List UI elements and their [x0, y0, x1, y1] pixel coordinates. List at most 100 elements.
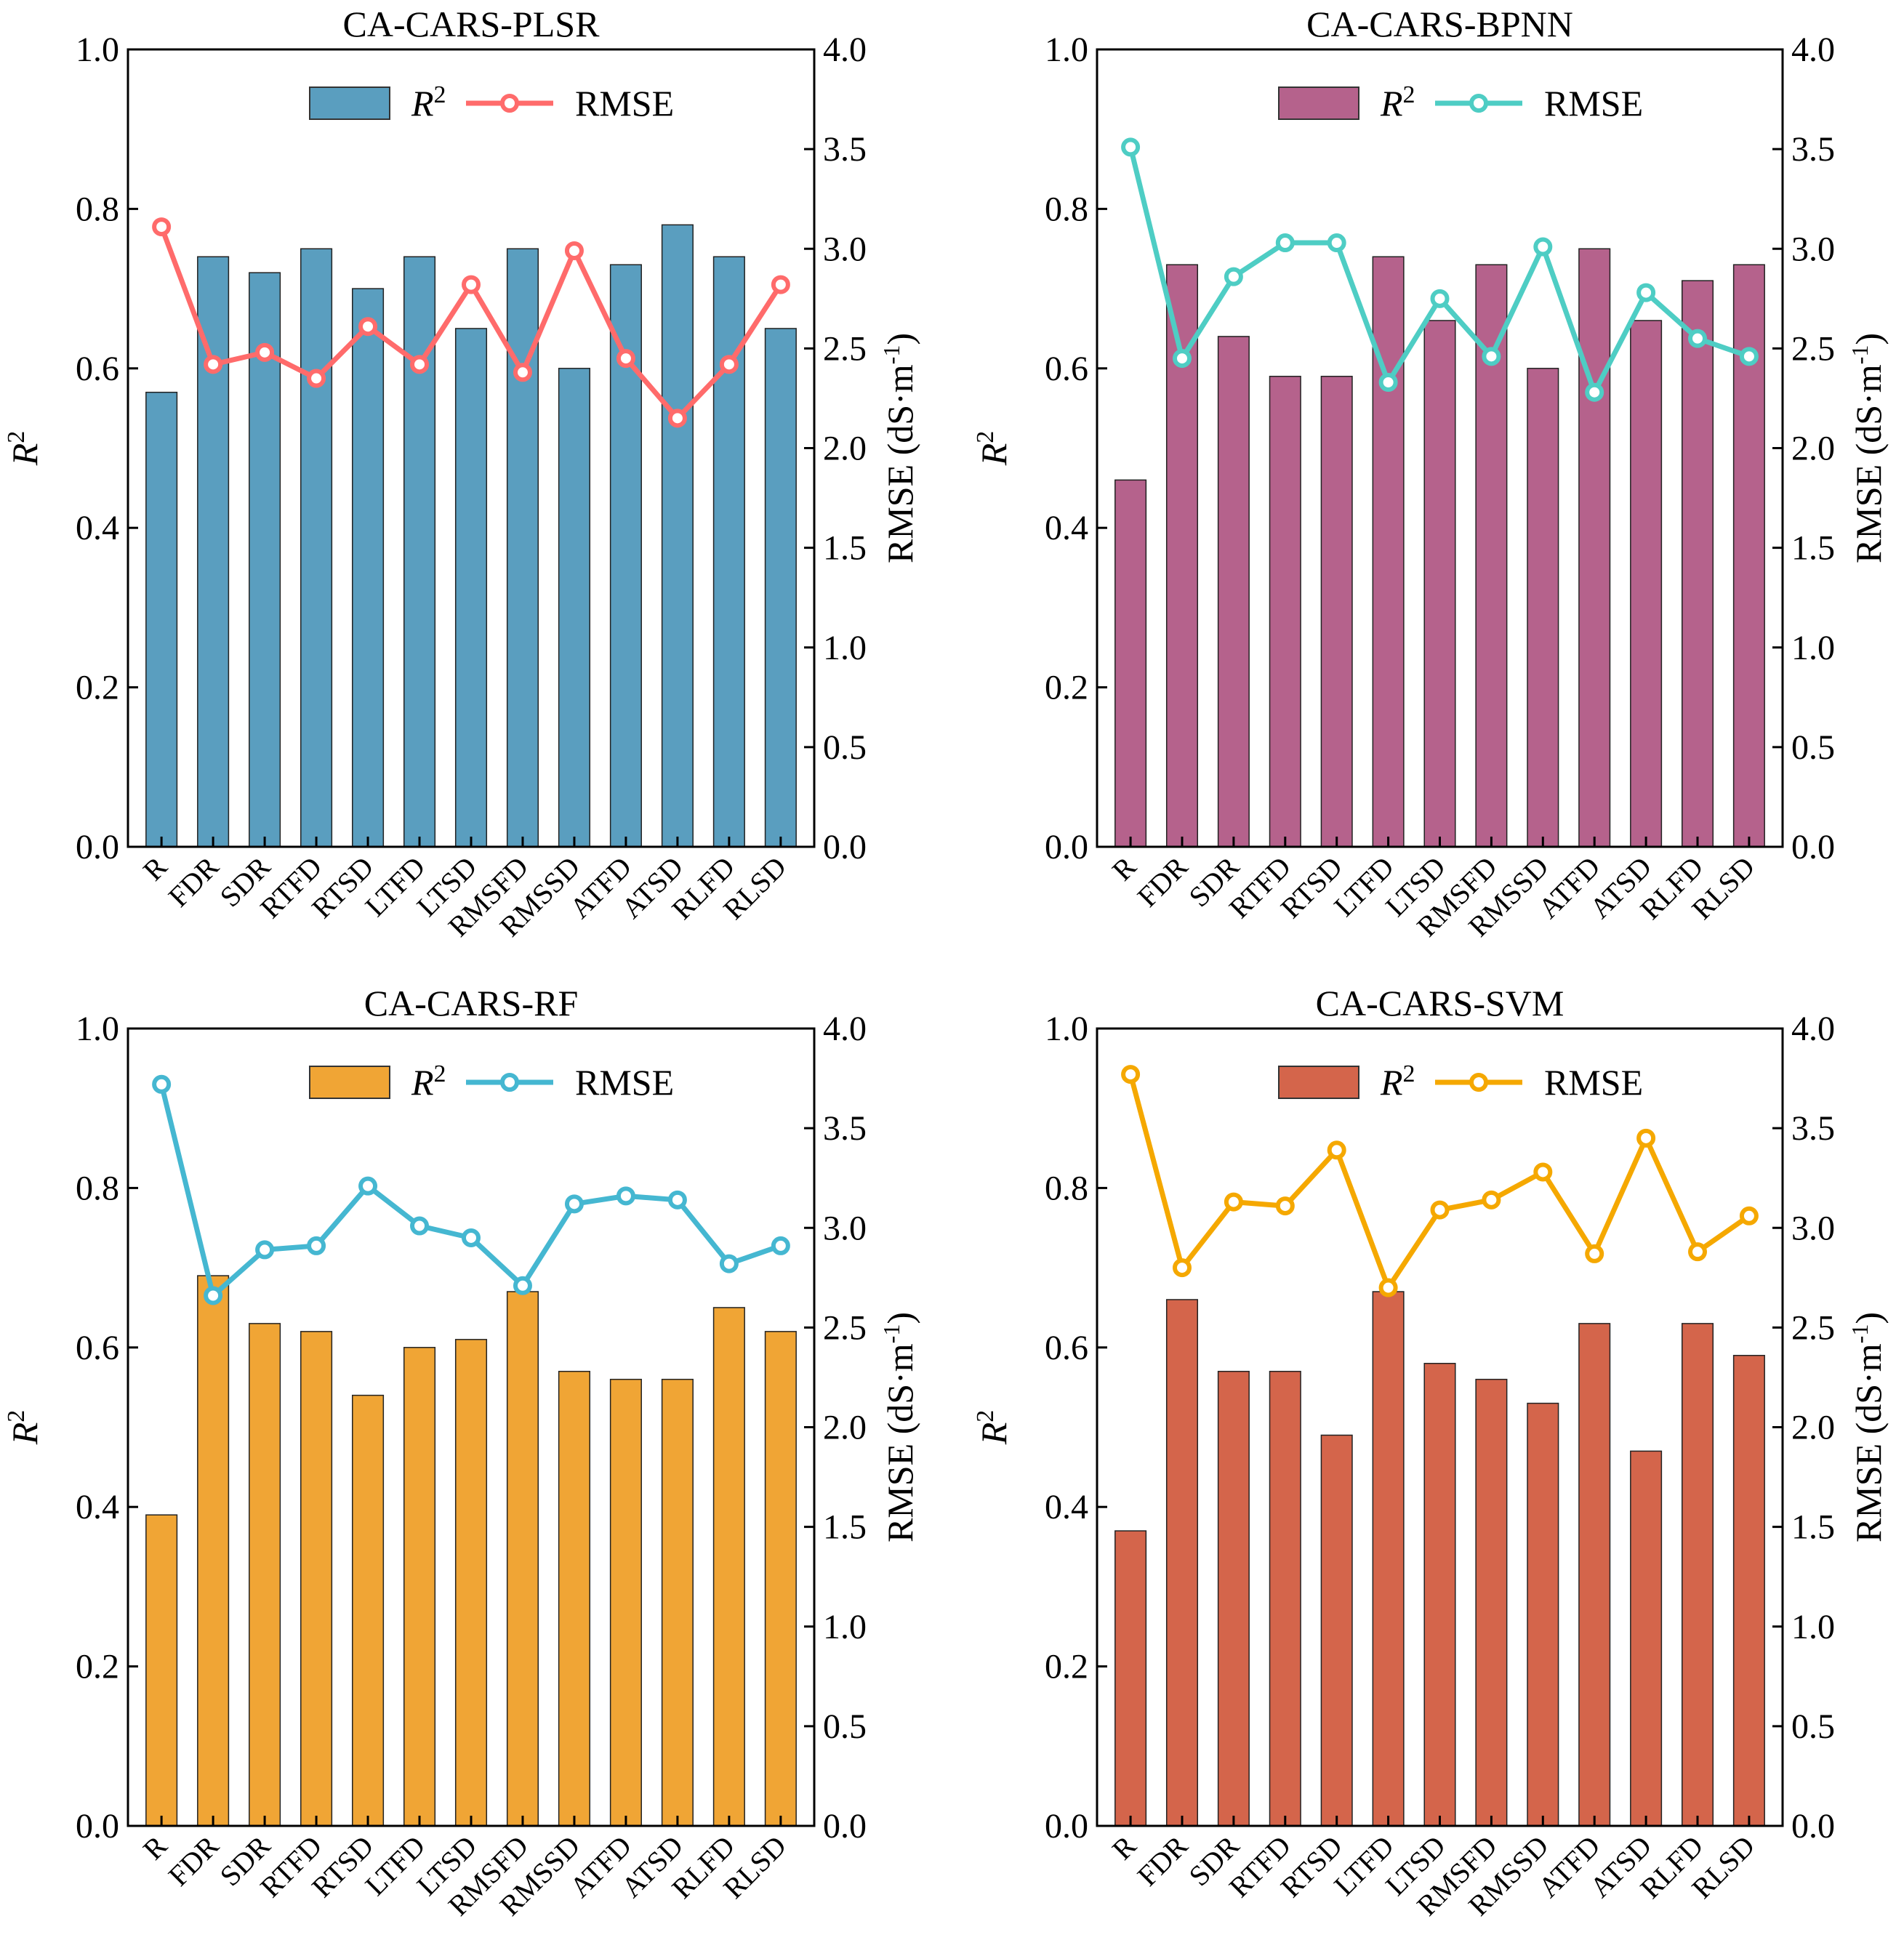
legend-bar-swatch — [1278, 86, 1359, 120]
rmse-point-fdr — [1172, 349, 1192, 369]
y2-tick-label: 2.5 — [823, 329, 867, 368]
x-tick-label: R — [137, 1829, 174, 1866]
y-tick-label: 0.6 — [76, 1329, 119, 1367]
y2-tick-label: 1.0 — [1791, 629, 1835, 667]
rmse-point-fdr — [1172, 1258, 1192, 1278]
bar-rtsd — [1320, 1434, 1353, 1827]
bar-rtfd — [300, 248, 333, 848]
rmse-point-atsd — [1636, 1128, 1656, 1148]
rmse-point-fdr — [204, 355, 223, 374]
rmse-point-rlfd — [1688, 1242, 1708, 1262]
bar-rlfd — [1681, 280, 1714, 848]
legend: R2 RMSE — [309, 81, 674, 124]
bar-r — [145, 1514, 178, 1827]
bar-ltfd — [1372, 256, 1405, 848]
rmse-point-ltsd — [462, 1228, 481, 1247]
chart-panel-ca-cars-plsr: CA-CARS-PLSR 0.0 0.2 0.4 0.6 0.8 1.0 0.0 0.5 1.0 1… — [3, 4, 921, 943]
y2-tick-label: 1.0 — [823, 629, 867, 667]
y2-tick-label: 2.0 — [1791, 1409, 1835, 1447]
y2-tick-label: 3.5 — [1791, 130, 1835, 169]
rmse-point-rmssd — [564, 241, 584, 260]
bar-sdr — [1217, 336, 1250, 848]
y2-axis-label: RMSE (dS·m-1) — [878, 1312, 920, 1542]
x-tick-label: RTSD — [1274, 850, 1349, 925]
y-tick-label: 0.0 — [1045, 828, 1088, 866]
bar-r — [1114, 479, 1147, 848]
bar-rmssd — [1527, 368, 1559, 848]
x-tick-label: FDR — [1131, 850, 1194, 913]
y2-tick-label: 1.5 — [1791, 529, 1835, 568]
y-tick-label: 1.0 — [76, 1010, 119, 1048]
bar-rlfd — [712, 256, 745, 848]
rmse-point-ltsd — [1430, 1200, 1450, 1220]
y-tick-label: 0.2 — [1045, 1648, 1088, 1686]
rmse-point-rmssd — [564, 1194, 584, 1214]
bar-sdr — [249, 272, 281, 848]
x-tick-label: LTFD — [358, 850, 431, 923]
rmse-point-rtsd — [1327, 1140, 1346, 1160]
bar-rmsfd — [506, 248, 539, 848]
bar-sdr — [249, 1323, 281, 1827]
rmse-point-rlsd — [771, 275, 790, 294]
bar-atsd — [661, 1378, 694, 1827]
y-tick-label: 1.0 — [1045, 31, 1088, 69]
y2-axis-label: RMSE (dS·m-1) — [1847, 333, 1889, 563]
chart-title: CA-CARS-SVM — [1316, 983, 1564, 1023]
y-tick-label: 0.8 — [76, 190, 119, 228]
y-tick-label: 0.4 — [1045, 1488, 1088, 1526]
rmse-point-rlsd — [771, 1236, 790, 1255]
y2-tick-label: 3.5 — [1791, 1109, 1835, 1148]
x-tick-label: LTFD — [1327, 1830, 1400, 1902]
rmse-point-rmsfd — [513, 363, 532, 382]
bar-rlfd — [1681, 1323, 1714, 1827]
y2-tick-label: 3.5 — [823, 130, 867, 169]
chart-panel-ca-cars-svm: CA-CARS-SVM 0.0 0.2 0.4 0.6 0.8 1.0 0.0 0.5 1.0 1.… — [972, 983, 1889, 1922]
bar-ltsd — [454, 1339, 488, 1827]
y2-tick-label: 0.5 — [823, 728, 867, 767]
rmse-point-ltfd — [410, 1216, 430, 1236]
y2-tick-label: 0.5 — [1791, 728, 1835, 767]
rmse-point-rtfd — [1275, 233, 1295, 253]
bar-rlsd — [1732, 1355, 1765, 1827]
y-axis-label: R2 — [972, 1410, 1015, 1446]
x-tick-label: LTFD — [358, 1830, 431, 1902]
legend-label-r2: R2 — [1380, 1060, 1415, 1103]
y2-tick-label: 3.0 — [1791, 230, 1835, 268]
bar-atfd — [1578, 1323, 1611, 1827]
bar-atfd — [1578, 248, 1611, 848]
rmse-point-rlfd — [1688, 329, 1708, 348]
chart-title: CA-CARS-BPNN — [1306, 4, 1573, 44]
legend-label-r2: R2 — [411, 81, 446, 124]
legend-marker-icon — [1469, 1073, 1488, 1092]
y-tick-label: 0.2 — [1045, 669, 1088, 707]
rmse-point-atfd — [616, 349, 635, 369]
bar-atsd — [661, 224, 694, 848]
rmse-point-sdr — [1224, 1192, 1243, 1212]
y2-axis-label: RMSE (dS·m-1) — [1847, 1312, 1889, 1542]
rmse-point-atsd — [1636, 283, 1656, 302]
y-tick-label: 0.6 — [76, 350, 119, 388]
rmse-point-r — [1121, 137, 1141, 157]
bar-rtfd — [1269, 1370, 1301, 1827]
chart-panel-ca-cars-bpnn: CA-CARS-BPNN 0.0 0.2 0.4 0.6 0.8 1.0 0.0 0.5 1.0 1… — [972, 4, 1889, 943]
y-tick-label: 1.0 — [76, 31, 119, 69]
y-tick-label: 0.8 — [76, 1169, 119, 1207]
bar-rmsfd — [1475, 1378, 1508, 1827]
x-tick-label: FDR — [162, 850, 225, 913]
legend-bar-swatch — [1278, 1066, 1359, 1099]
y2-tick-label: 1.0 — [1791, 1608, 1835, 1646]
legend-bar-swatch — [309, 86, 390, 120]
rmse-point-ltfd — [410, 355, 430, 374]
rmse-point-ltfd — [1378, 372, 1398, 392]
legend-marker-icon — [1469, 94, 1488, 113]
bar-rmsfd — [506, 1291, 539, 1827]
rmse-point-rtfd — [1275, 1196, 1295, 1216]
y2-tick-label: 4.0 — [1791, 1010, 1835, 1048]
rmse-point-rtsd — [358, 1176, 378, 1196]
y-tick-label: 0.0 — [76, 828, 119, 866]
y2-tick-label: 0.0 — [1791, 828, 1835, 866]
bar-r — [145, 391, 178, 848]
bar-ltfd — [1372, 1291, 1405, 1827]
y2-axis-label: RMSE (dS·m-1) — [878, 333, 920, 563]
